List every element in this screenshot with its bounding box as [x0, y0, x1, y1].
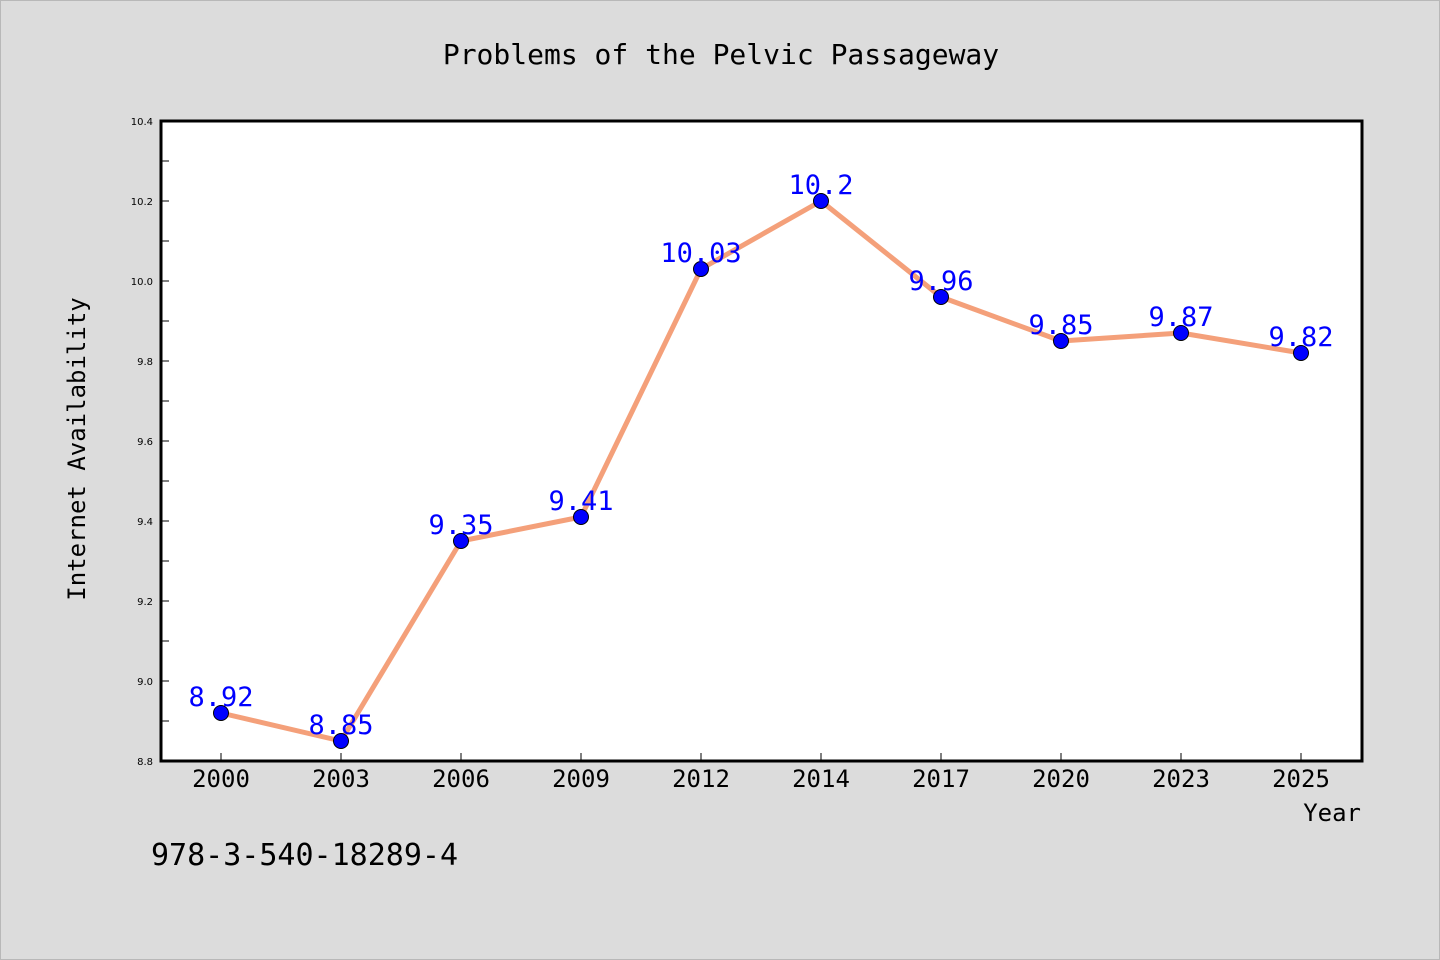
- data-point-marker: [693, 261, 709, 277]
- y-tick-label: 10.4: [131, 117, 153, 128]
- data-label: 9.96: [908, 266, 973, 297]
- y-tick-label: 10.0: [131, 277, 153, 288]
- chart-title: Problems of the Pelvic Passageway: [443, 38, 999, 71]
- y-tick-label: 8.8: [137, 757, 153, 768]
- x-tick-label: 2017: [912, 765, 970, 793]
- x-tick-label: 2003: [312, 765, 370, 793]
- series-line: [218, 198, 1304, 744]
- data-point-marker: [813, 193, 829, 209]
- x-tick-label: 2000: [192, 765, 250, 793]
- data-label: 10.03: [660, 238, 741, 269]
- x-tick-label: 2012: [672, 765, 730, 793]
- y-tick-label: 9.0: [137, 677, 153, 688]
- data-point-marker: [933, 289, 949, 305]
- data-label: 9.35: [428, 510, 493, 541]
- x-tick-label: 2014: [792, 765, 850, 793]
- data-label: 9.87: [1148, 302, 1213, 333]
- plot-area: [159, 119, 1364, 763]
- y-tick-label: 10.2: [131, 197, 153, 208]
- footer-isbn: 978-3-540-18289-4: [151, 838, 458, 873]
- y-tick-label: 9.6: [137, 437, 153, 448]
- y-tick-label: 9.2: [137, 597, 153, 608]
- y-axis-label: Internet Availability: [63, 297, 91, 600]
- data-point-marker: [453, 533, 469, 549]
- x-tick-label: 2020: [1032, 765, 1090, 793]
- data-label: 9.41: [548, 486, 613, 517]
- y-tick-label: 9.8: [137, 357, 153, 368]
- x-tick-label: 2023: [1152, 765, 1210, 793]
- y-tick-label: 9.4: [137, 517, 153, 528]
- data-label: 10.2: [788, 170, 853, 201]
- data-point-marker: [1053, 333, 1069, 349]
- data-label: 8.85: [308, 710, 373, 741]
- data-label: 8.92: [188, 682, 253, 713]
- x-axis-ticks: 2000 2003 2006 2009 2012 2014 2017 2020 2023 2025: [192, 753, 1330, 793]
- data-point-marker: [573, 509, 589, 525]
- data-point-marker: [1173, 325, 1189, 341]
- x-tick-label: 2006: [432, 765, 490, 793]
- x-axis-label: Year: [1303, 799, 1361, 827]
- data-point-marker: [1293, 345, 1309, 361]
- y-axis-ticks: 8.8 9.0 9.2 9.4 9.6 9.8 10.0 10.2 10.4: [131, 117, 169, 768]
- data-point-marker: [333, 733, 349, 749]
- x-tick-label: 2025: [1272, 765, 1330, 793]
- x-tick-label: 2009: [552, 765, 610, 793]
- data-point-marker: [213, 705, 229, 721]
- series-group: 8.92 8.85 9.35 9.41 10.03 10.2 9.96 9.85 9.87 9.8…: [188, 170, 1334, 749]
- data-label: 9.85: [1028, 310, 1093, 341]
- data-label: 9.82: [1268, 322, 1333, 353]
